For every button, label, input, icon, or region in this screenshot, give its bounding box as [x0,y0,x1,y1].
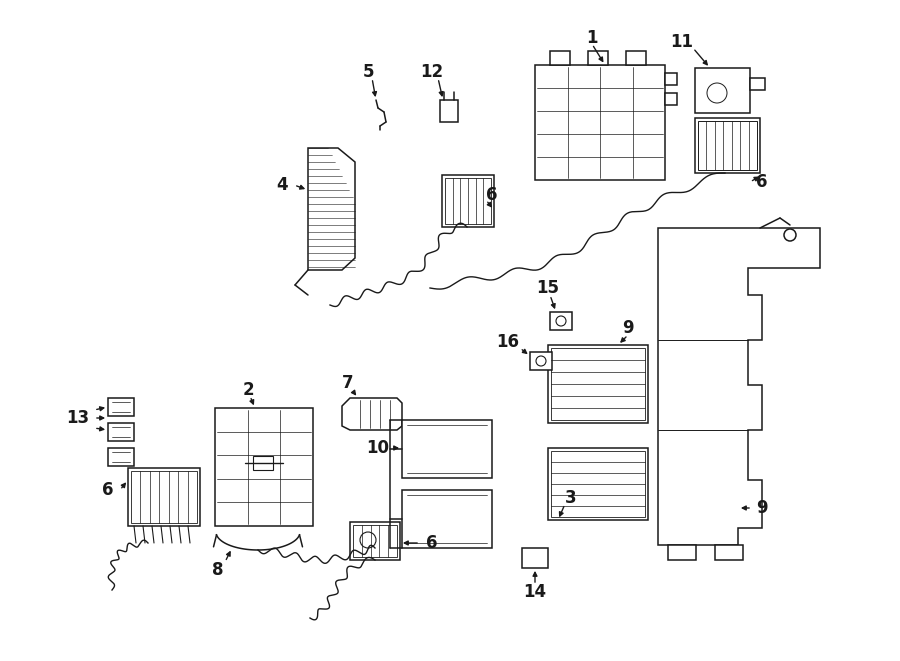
Bar [665,93,677,105]
Bar [522,548,548,568]
Bar [440,100,458,122]
Text: 9: 9 [622,319,634,337]
Text: 3: 3 [565,489,577,507]
Text: 7: 7 [342,374,354,392]
Circle shape [556,316,566,326]
Text: 12: 12 [420,63,444,81]
Bar [551,451,645,517]
Polygon shape [342,398,402,430]
Circle shape [536,356,546,366]
Bar [550,312,572,330]
Bar [588,51,608,65]
Bar [695,118,760,173]
Bar [548,448,648,520]
Bar [108,423,134,441]
Text: 6: 6 [103,481,113,499]
Bar [108,398,134,416]
Bar [551,348,645,420]
Bar [445,178,491,224]
Bar [665,73,677,85]
Bar [715,545,743,560]
Bar [353,525,397,557]
Text: 6: 6 [756,173,768,191]
Bar [535,65,665,180]
Bar [530,352,552,370]
Bar [442,175,494,227]
Text: 13: 13 [67,409,90,427]
Bar [698,121,757,170]
Circle shape [784,229,796,241]
Text: 16: 16 [497,333,519,351]
Bar [215,408,313,526]
Polygon shape [658,228,820,545]
Text: 9: 9 [756,499,768,517]
Bar [131,471,197,523]
Text: 5: 5 [362,63,374,81]
Polygon shape [308,148,355,270]
Bar [128,468,200,526]
Bar [350,522,400,560]
Text: 10: 10 [366,439,390,457]
Bar [402,490,492,548]
Bar [550,51,570,65]
Bar [668,545,696,560]
Text: 15: 15 [536,279,560,297]
Text: 14: 14 [524,583,546,601]
Text: 6: 6 [427,534,437,552]
Circle shape [707,83,727,103]
Bar [750,78,765,90]
Text: 2: 2 [242,381,254,399]
Bar [548,345,648,423]
Text: 11: 11 [670,33,694,51]
Text: 6: 6 [486,186,498,204]
Text: 8: 8 [212,561,224,579]
Bar [695,68,750,113]
Bar [108,448,134,466]
Bar [402,420,492,478]
Text: 1: 1 [586,29,598,47]
Bar [253,456,273,470]
Bar [626,51,646,65]
Text: 4: 4 [276,176,288,194]
Circle shape [360,532,376,548]
